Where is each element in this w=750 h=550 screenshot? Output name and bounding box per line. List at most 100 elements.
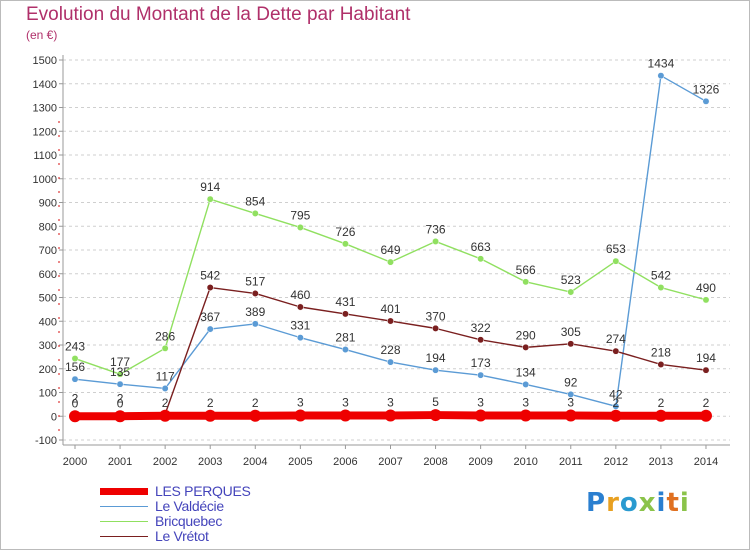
series-point [432,238,440,245]
y-tick-label: 1300 [33,103,57,115]
data-label: 2 [252,396,259,410]
x-tick-label: 2005 [288,456,312,468]
data-label: 1326 [693,82,720,96]
series-point [522,343,530,351]
data-label: 286 [155,329,175,343]
data-label: 3 [522,396,529,410]
chart-title: Evolution du Montant de la Dette par Hab… [26,4,411,25]
y-tick-label: 300 [39,340,57,352]
data-label: 194 [696,351,716,365]
series-point [429,409,442,422]
series-point [567,390,575,398]
data-label: 173 [471,356,491,370]
axis-dot [58,219,60,221]
axis-dot [58,345,60,347]
series-point [432,366,440,374]
x-tick-label: 2003 [198,456,222,468]
axis-dot [58,247,60,249]
series-point [161,385,169,392]
data-label: 228 [380,343,400,357]
data-label: 2 [162,396,169,410]
axis-dot [58,177,60,179]
data-label: 2 [117,391,124,405]
series-point [159,409,172,422]
data-label: 243 [65,340,85,354]
legend-label: LES PERQUES [155,483,251,499]
data-label: 517 [245,274,265,288]
series-point [567,340,575,348]
series-point [474,409,487,422]
data-label: 42 [609,387,623,401]
y-tick-label: 1500 [33,55,57,67]
legend: LES PERQUES Le Valdécie Bricquebec Le Vr… [100,483,300,545]
data-label: 322 [471,321,491,335]
axis-dot [58,429,60,431]
legend-item-le-valdecie: Le Valdécie [100,498,300,515]
x-tick-label: 2008 [423,456,447,468]
data-label: 523 [561,273,581,287]
axis-dot [58,373,60,375]
series-point [477,336,485,344]
series-point [251,209,259,217]
logo-letter: o [619,488,639,518]
data-label: 331 [290,319,310,333]
series-point [657,284,665,291]
legend-label: Le Valdécie [155,498,224,514]
axis-dot [58,289,60,291]
axis-dot [58,191,60,193]
data-label: 2 [658,396,665,410]
series-point [251,290,259,297]
data-label: 274 [606,332,626,346]
data-label: 653 [606,242,626,256]
y-tick-label: 800 [39,221,57,233]
x-tick-label: 2013 [649,456,673,468]
series-point [341,310,349,318]
logo-letter: r [606,488,620,518]
data-label: 370 [426,309,446,323]
x-tick-label: 2002 [153,456,177,468]
y-tick-label: 900 [39,198,57,210]
series-point [296,223,304,231]
series-point [657,72,665,80]
data-label: 177 [110,355,130,369]
series-point [339,409,352,422]
data-label: 92 [564,375,578,389]
data-label: 2 [207,396,214,410]
data-label: 5 [432,395,439,409]
axis-dot [58,135,60,137]
series-point [251,320,259,328]
legend-swatch-bricquebec [100,521,148,522]
axis-dot [58,387,60,389]
axis-dot [58,303,60,305]
series-point [702,366,710,374]
axis-dot [58,233,60,235]
logo-letter: x [638,488,657,518]
axis-dot [58,275,60,277]
series-point [71,355,79,362]
legend-swatch-le-valdecie [100,506,148,507]
x-tick-label: 2012 [604,456,628,468]
legend-swatch-le-vretot [100,536,148,537]
series-point [477,371,485,379]
data-label: 3 [342,396,349,410]
y-tick-label: 1200 [33,126,57,138]
y-tick-label: 1400 [33,79,57,91]
legend-swatch-les-perques [100,488,148,495]
series-point [204,409,217,422]
series-point [206,195,214,203]
legend-label: Le Vrétot [155,528,209,544]
data-label: 0 [72,396,79,410]
axis-dot [58,163,60,165]
series-point [71,375,79,383]
series-point [564,409,577,422]
series-point [249,409,262,422]
data-label: 1434 [648,57,675,71]
logo-letter: t [666,488,680,518]
series-point [116,370,124,378]
x-tick-label: 2014 [694,456,718,468]
data-label: 542 [651,269,671,283]
legend-item-le-vretot: Le Vrétot [100,528,300,545]
data-label: 431 [335,295,355,309]
